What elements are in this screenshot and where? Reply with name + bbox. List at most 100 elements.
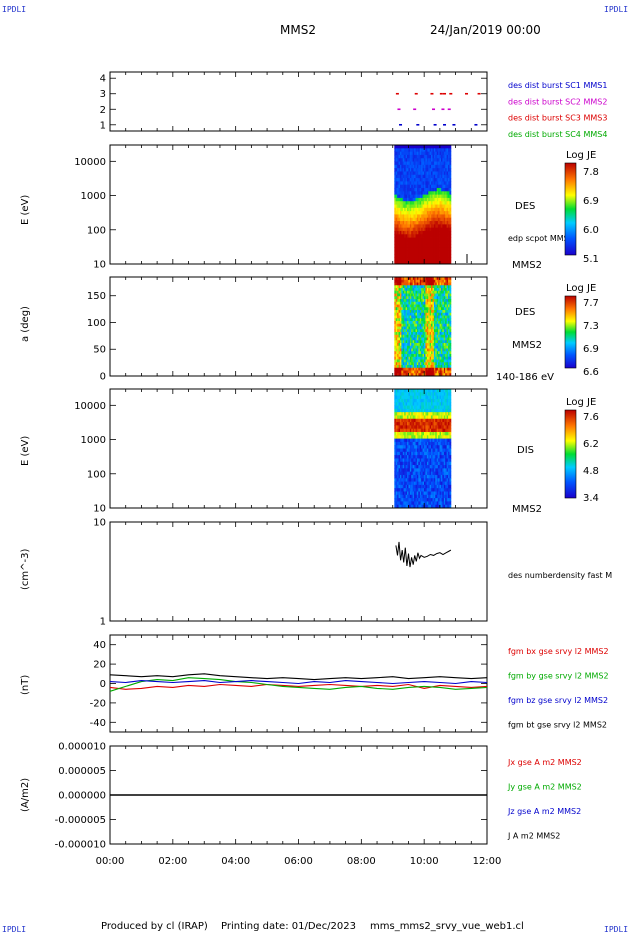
spectrogram-cell	[407, 207, 409, 212]
spectrogram-cell	[407, 422, 409, 426]
spectrogram-cell	[414, 304, 416, 308]
spectrogram-cell	[405, 240, 408, 245]
spectrogram-cell	[394, 481, 397, 486]
spectrogram-cell	[425, 362, 428, 366]
spectrogram-cell	[402, 345, 405, 349]
spectrogram-cell	[440, 345, 443, 349]
spectrogram-cell	[408, 197, 411, 202]
spectrogram-cell	[421, 458, 423, 463]
spectrogram-cell	[408, 230, 411, 235]
spectrogram-cell	[404, 408, 407, 413]
spectrogram-cell	[436, 395, 439, 400]
spectrogram-cell	[431, 354, 433, 358]
spectrogram-cell	[411, 351, 414, 355]
spectrogram-cell	[424, 207, 426, 212]
spectrogram-cell	[395, 370, 398, 374]
spectrogram-cell	[401, 478, 404, 482]
spectrogram-cell	[426, 288, 429, 292]
spectrogram-cell	[422, 304, 425, 308]
spectrogram-cell	[399, 415, 402, 420]
spectrogram-cell	[425, 301, 428, 305]
spectrogram-cell	[428, 321, 431, 325]
spectrogram-cell	[397, 461, 399, 466]
spectrogram-cell	[431, 247, 433, 252]
spectrogram-cell	[401, 491, 404, 496]
spectrogram-cell	[440, 299, 443, 303]
spectrogram-cell	[428, 254, 431, 258]
spectrogram-cell	[397, 145, 399, 149]
spectrogram-cell	[435, 244, 438, 248]
spectrogram-cell	[424, 321, 426, 325]
spectrogram-cell	[446, 367, 449, 371]
spectrogram-cell	[442, 217, 445, 222]
spectrogram-cell	[398, 484, 401, 489]
spectrogram-cell	[407, 354, 409, 358]
spectrogram-cell	[446, 402, 449, 406]
spectrogram-cell	[395, 398, 398, 403]
spectrogram-cell	[425, 217, 428, 222]
spectrogram-cell	[426, 315, 429, 319]
spectrogram-cell	[401, 412, 404, 416]
spectrogram-cell	[435, 458, 438, 463]
spectrogram-cell	[424, 422, 426, 426]
spectrogram-cell	[442, 154, 445, 159]
spectrogram-cell	[432, 217, 435, 222]
spectrogram-cell	[395, 204, 398, 209]
spectrogram-cell	[439, 224, 442, 229]
spectrogram-cell	[433, 461, 436, 466]
spectrogram-cell	[419, 412, 422, 416]
spectrogram-cell	[395, 494, 398, 499]
spectrogram-cell	[397, 348, 399, 352]
spectrogram-cell	[399, 318, 402, 322]
spectrogram-cell	[439, 187, 442, 192]
spectrogram-cell	[404, 201, 407, 205]
spectrogram-cell	[436, 197, 439, 202]
spectrogram-cell	[411, 299, 414, 303]
spectrogram-cell	[429, 468, 432, 473]
spectrogram-cell	[394, 201, 397, 205]
spectrogram-cell	[432, 234, 435, 238]
spectrogram-cell	[416, 244, 419, 248]
spectrogram-cell	[409, 211, 412, 215]
spectrogram-cell	[416, 431, 419, 436]
spectrogram-cell	[418, 484, 421, 489]
spectrogram-cell	[405, 425, 408, 430]
spectrogram-cell	[436, 240, 439, 245]
spectrogram-cell	[424, 299, 426, 303]
spectrogram-cell	[429, 290, 432, 294]
spectrogram-cell	[445, 408, 448, 413]
spectrogram-cell	[446, 343, 449, 347]
spectrogram-cell	[445, 337, 448, 341]
spectrogram-cell	[401, 234, 404, 238]
spectrogram-cell	[448, 257, 450, 262]
spectrogram-cell	[422, 187, 425, 192]
spectrogram-cell	[431, 343, 433, 347]
spectrogram-cell	[415, 441, 418, 446]
spectrogram-cell	[438, 370, 440, 374]
spectrogram-cell	[435, 178, 438, 182]
spectrogram-cell	[422, 461, 425, 466]
spectrogram-cell	[416, 481, 419, 486]
spectrogram-cell	[421, 201, 423, 205]
spectrogram-cell	[411, 455, 414, 459]
spectrogram-cell	[414, 221, 416, 225]
spectrogram-cell	[415, 468, 418, 473]
spectrogram-cell	[432, 370, 435, 374]
spectrogram-cell	[412, 348, 415, 352]
spectrogram-cell	[432, 405, 435, 410]
spectrogram-cell	[395, 191, 398, 195]
spectrogram-cell	[426, 227, 429, 232]
bfield-line	[109, 680, 488, 685]
spectrogram-cell	[443, 187, 446, 192]
colorbar-des-energy-title: Log JE	[566, 150, 596, 161]
spectrogram-cell	[428, 348, 431, 352]
spectrogram-cell	[429, 158, 432, 162]
spectrogram-cell	[429, 148, 432, 153]
spectrogram-cell	[449, 145, 452, 149]
spectrogram-cell	[394, 207, 397, 212]
spectrogram-cell	[397, 362, 399, 366]
spectrogram-cell	[416, 326, 419, 330]
spectrogram-cell	[429, 247, 432, 252]
spectrogram-cell	[438, 425, 440, 430]
spectrogram-cell	[404, 211, 407, 215]
